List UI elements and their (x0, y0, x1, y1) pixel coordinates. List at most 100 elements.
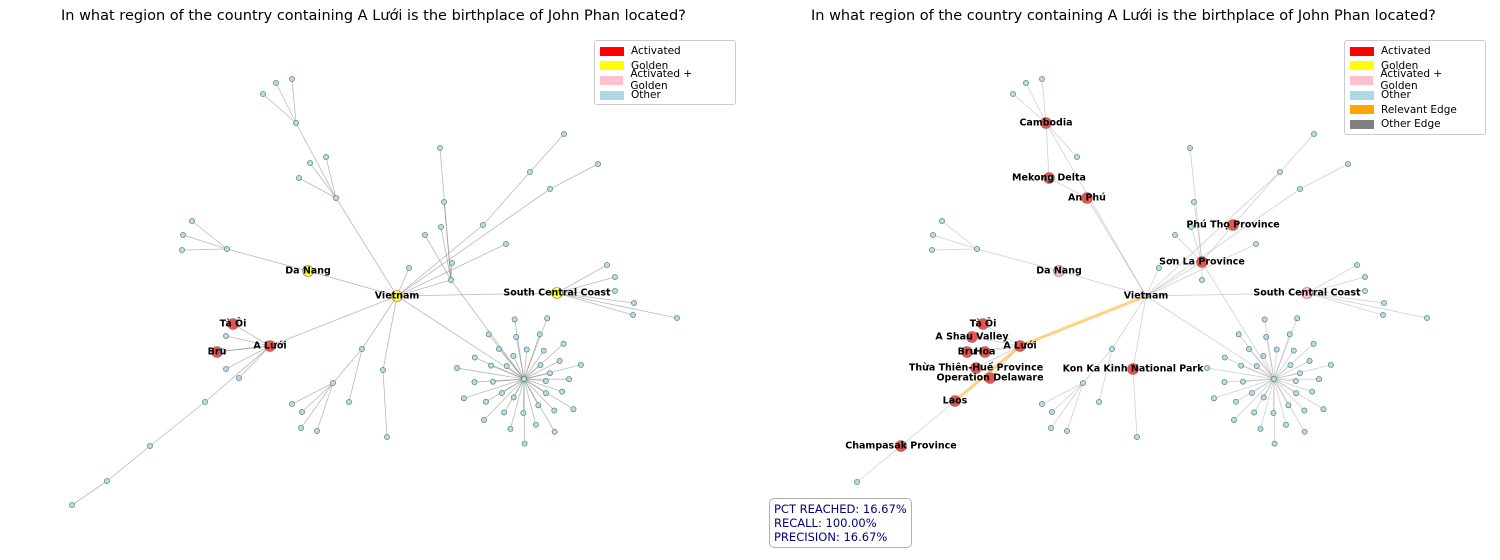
legend-label: Activated + Golden (630, 68, 693, 93)
graph-edge (182, 234, 228, 250)
node-b4 (939, 218, 945, 224)
graph-edge (523, 378, 555, 411)
graph-edge (149, 401, 206, 447)
graph-edge (1224, 357, 1275, 380)
node-Rhubc16 (1211, 395, 1217, 402)
node-Lhubc16 (461, 395, 467, 402)
graph-edge (1279, 133, 1315, 173)
graph-edge (523, 364, 541, 380)
node-thua (970, 362, 982, 374)
graph-edge (269, 295, 398, 347)
node-Rhubc25 (1260, 352, 1267, 359)
node-phutho (1227, 219, 1239, 231)
node-e6 (674, 315, 680, 321)
graph-edge (483, 378, 525, 421)
node-vn (391, 290, 403, 302)
node-g9 (384, 434, 390, 440)
node-Lhubc24 (485, 331, 492, 338)
node-sonla (1196, 256, 1208, 268)
node-Lhubc7 (533, 421, 539, 428)
label-dn: Da Nang (1036, 266, 1082, 277)
node-Lhubc2 (570, 406, 577, 413)
graph-edge (1273, 378, 1297, 394)
graph-edge (932, 234, 978, 250)
graph-edge (307, 270, 398, 297)
graph-edge (1213, 378, 1275, 399)
legend-swatch (1350, 75, 1374, 85)
graph-edge (1189, 147, 1203, 263)
node-g8 (1064, 428, 1070, 434)
graph-edge (856, 445, 902, 483)
node-Rhubc35 (1327, 361, 1334, 368)
node-g2 (330, 380, 336, 386)
graph-edge (982, 323, 1021, 347)
node-Rhubc9 (1270, 410, 1277, 416)
node-c7 (1156, 265, 1162, 271)
node-a8 (296, 175, 302, 181)
graph-edge (456, 367, 525, 380)
node-g1 (1109, 346, 1115, 352)
node-f3 (223, 366, 229, 372)
node-g4 (346, 399, 352, 405)
graph-edge (396, 279, 452, 297)
node-Rhubc24 (1235, 331, 1242, 338)
graph-edge (506, 365, 525, 380)
graph-edge (275, 82, 297, 124)
node-a3 (1023, 80, 1029, 86)
node-Rhubc0 (1292, 378, 1299, 384)
node-d4 (547, 186, 553, 192)
graph-edge (474, 378, 525, 383)
graph-edge (1086, 197, 1147, 297)
label-hoa: Hoa (975, 347, 996, 358)
node-c6 (1199, 277, 1205, 283)
label-phutho: Phú Thọ Province (1186, 220, 1279, 231)
node-Lhubc36 (546, 370, 553, 377)
node-f8 (69, 502, 75, 508)
node-d3 (561, 131, 567, 137)
graph-edge (396, 188, 551, 297)
legend-item: Relevant Edge (1350, 102, 1480, 117)
legend-label: Golden (631, 59, 669, 72)
node-b3 (179, 247, 185, 253)
label-bru: Bru (958, 347, 977, 358)
node-Lhubc10 (507, 425, 514, 432)
legend-label: Other (1381, 89, 1411, 102)
graph-edge (1145, 171, 1281, 297)
graph-edge (1066, 382, 1084, 432)
graph-edge (1045, 122, 1078, 158)
graph-edge (1041, 78, 1047, 124)
node-Lhubc13 (481, 417, 487, 423)
node-d2 (1277, 169, 1283, 175)
node-Rhubc12 (1251, 409, 1258, 416)
node-c4 (438, 224, 444, 230)
legend-item: Activated + Golden (1350, 68, 1480, 92)
node-camb (1040, 117, 1052, 129)
graph-edge (556, 292, 635, 304)
graph-edge (1264, 319, 1275, 380)
node-d4 (1297, 186, 1303, 192)
graph-edge (1273, 378, 1289, 406)
graph-edge (523, 318, 548, 380)
graph-edge (556, 292, 678, 319)
node-g2 (1080, 380, 1086, 386)
graph-edge (900, 400, 956, 447)
node-g3 (380, 367, 386, 373)
node-vn (1143, 293, 1149, 299)
graph-edge (396, 295, 525, 380)
graph-edge (1145, 243, 1257, 297)
graph-edge (523, 378, 563, 393)
label-mek: Mekong Delta (1012, 173, 1086, 184)
node-kon (1127, 363, 1139, 375)
graph-edge (1238, 334, 1275, 380)
graph-edge (1050, 382, 1084, 429)
graph-edge (1299, 163, 1349, 190)
node-g8 (314, 428, 320, 434)
node-Lhubc20 (488, 362, 495, 369)
graph-edge (221, 345, 271, 352)
graph-edge (966, 345, 1021, 353)
node-a1 (333, 195, 339, 201)
node-a4 (1039, 76, 1045, 82)
pct-reached-text: PCT REACHED: 16.67% (774, 502, 907, 516)
graph-edge (382, 295, 398, 371)
